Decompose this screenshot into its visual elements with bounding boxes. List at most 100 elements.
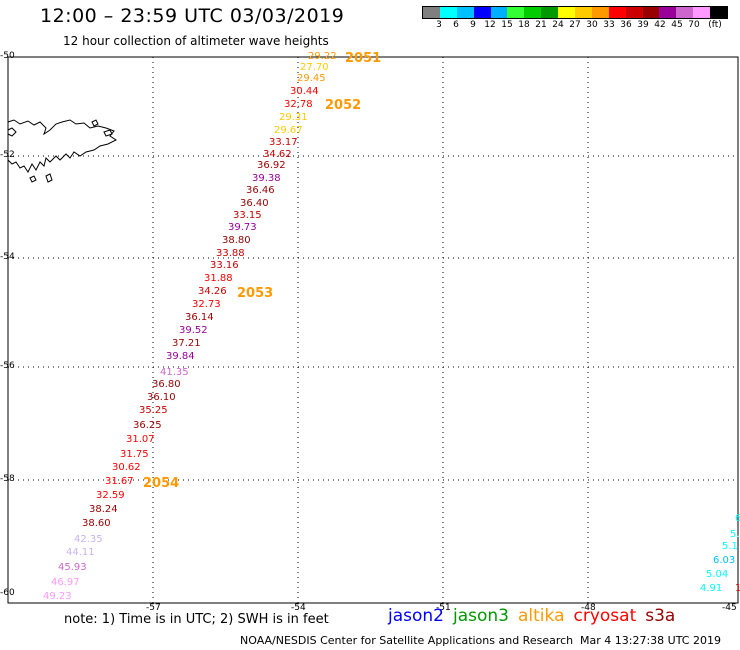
color-swatch [676,7,694,18]
color-swatch [625,7,643,18]
graticule [8,57,738,603]
longitude-label: -45 [722,603,737,613]
wave-height-value: 32.59 [96,490,125,501]
wave-height-value: 29.31 [279,112,308,123]
wave-height-value: 46.97 [51,577,80,588]
wave-height-value: 31.07 [126,434,155,445]
color-scale-tick-label: 9 [470,20,476,30]
wave-height-value: 33.15 [233,210,262,221]
color-scale-tick-label: 3 [436,20,442,30]
color-scale-ticks: 3 6 9 12 15 18 21 24 27 30 33 36 39 42 45 70 (ft) [422,20,728,34]
legend-s3a: s3a [645,606,676,626]
wave-height-value: 39.38 [252,173,281,184]
color-swatch [507,7,525,18]
wave-height-value: 5.04 [706,569,729,580]
wave-height-value: 27.70 [300,62,329,73]
wave-height-value: 36.40 [240,198,269,209]
color-scale-tick-label: 21 [535,20,547,30]
wave-height-value: 4.91 [700,583,723,594]
wave-height-value: 34.26 [198,286,227,297]
color-scale-tick-label: 24 [552,20,564,30]
wave-height-value: 39.84 [166,351,195,362]
wave-height-value: 36.92 [257,160,286,171]
wave-height-value: 1 [735,583,740,594]
units-note: note: 1) Time is in UTC; 2) SWH is in fe… [64,612,329,627]
color-scale-tick-label: 42 [654,20,666,30]
color-swatch [591,7,609,18]
wave-height-value: 41.35 [160,367,189,378]
color-scale-tick-label: 33 [603,20,615,30]
longitude-label: -54 [291,603,306,613]
pass-number: 2054 [143,476,180,491]
color-scale-tick-label: 15 [501,20,513,30]
wave-height-value: 31.88 [204,273,233,284]
wave-height-value: 36.10 [147,392,176,403]
pass-number: 2052 [325,98,362,113]
color-swatch [575,7,592,18]
wave-height-value: 33.17 [269,137,298,148]
wave-height-value: 30.62 [112,462,141,473]
wave-height-value: 45.93 [58,562,87,573]
wave-height-value: 6.03 [713,555,736,566]
wave-height-value: 38.60 [82,518,111,529]
color-swatch [423,7,440,18]
wave-height-value: 29.67 [274,125,303,136]
wave-height-value: 36.14 [185,312,214,323]
wave-height-value: 36.25 [133,420,162,431]
color-swatch [490,7,508,18]
wave-height-value: 33.16 [210,260,239,271]
wave-height-value: 35.25 [139,405,168,416]
falkland-islands-coastline [7,119,117,183]
wave-height-value: 31.67 [105,476,134,487]
color-swatch [541,7,559,18]
color-swatch [439,7,457,18]
pass-number: 2051 [345,51,382,66]
color-swatch [642,7,660,18]
wave-height-value: 30.44 [290,86,319,97]
latitude-label: -56 [0,361,15,371]
color-swatch [524,7,542,18]
legend-jason2: jason2 [388,606,444,626]
wave-height-value: 37.21 [172,338,201,349]
legend-jason3: jason3 [453,606,509,626]
wave-height-value: 5.1 [722,541,738,552]
color-scale-tick-label: 30 [586,20,598,30]
wave-height-value: 5. [730,529,740,540]
latitude-label: -58 [0,474,15,484]
color-scale-tick-label: 12 [484,20,496,30]
color-swatch [473,7,491,18]
wave-height-value: 29.22 [308,51,337,62]
latitude-label: -60 [0,588,15,598]
satellite-legend: jason2 jason3 altika cryosat s3a [388,606,684,626]
color-swatch [608,7,626,18]
color-scale-tick-label: 36 [620,20,632,30]
wave-height-value: 36.46 [246,185,275,196]
color-scale-tick-label: 45 [671,20,683,30]
wave-height-value: 39.73 [228,222,257,233]
color-scale-tick-label: 27 [569,20,581,30]
wave-height-value: 6 [735,513,740,524]
page-subtitle: 12 hour collection of altimeter wave hei… [63,34,329,48]
latitude-label: -52 [0,150,15,160]
wave-height-value: 33.88 [216,248,245,259]
generation-timestamp: Mar 4 13:27:38 UTC 2019 [580,634,721,647]
color-swatch [456,7,474,18]
color-swatch [693,7,711,18]
wave-height-value: 39.52 [179,325,208,336]
longitude-label: -48 [581,603,596,613]
color-swatch [659,7,677,18]
credit-text: NOAA/NESDIS Center for Satellite Applica… [240,634,574,647]
pass-number: 2053 [237,286,274,301]
latitude-label: -50 [0,51,15,61]
wave-height-value: 38.80 [222,235,251,246]
legend-cryosat: cryosat [573,606,637,626]
color-scale-tick-label: (ft) [708,20,722,30]
longitude-label: -57 [146,603,161,613]
wave-height-value: 44.11 [66,547,95,558]
latitude-label: -54 [0,252,15,262]
wave-height-value: 31.75 [120,449,149,460]
legend-altika: altika [518,606,565,626]
map-frame [7,56,739,604]
color-scale-bar [422,6,728,19]
